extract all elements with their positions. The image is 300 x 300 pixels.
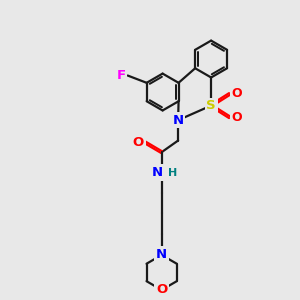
- Text: N: N: [172, 114, 184, 127]
- Text: F: F: [116, 69, 125, 82]
- Text: S: S: [206, 99, 216, 112]
- Text: O: O: [133, 136, 144, 149]
- Text: N: N: [152, 166, 163, 179]
- Text: O: O: [231, 111, 242, 124]
- Text: O: O: [156, 284, 167, 296]
- Text: N: N: [156, 248, 167, 260]
- Text: H: H: [168, 167, 178, 178]
- Text: O: O: [231, 88, 242, 100]
- Text: N: N: [156, 248, 167, 262]
